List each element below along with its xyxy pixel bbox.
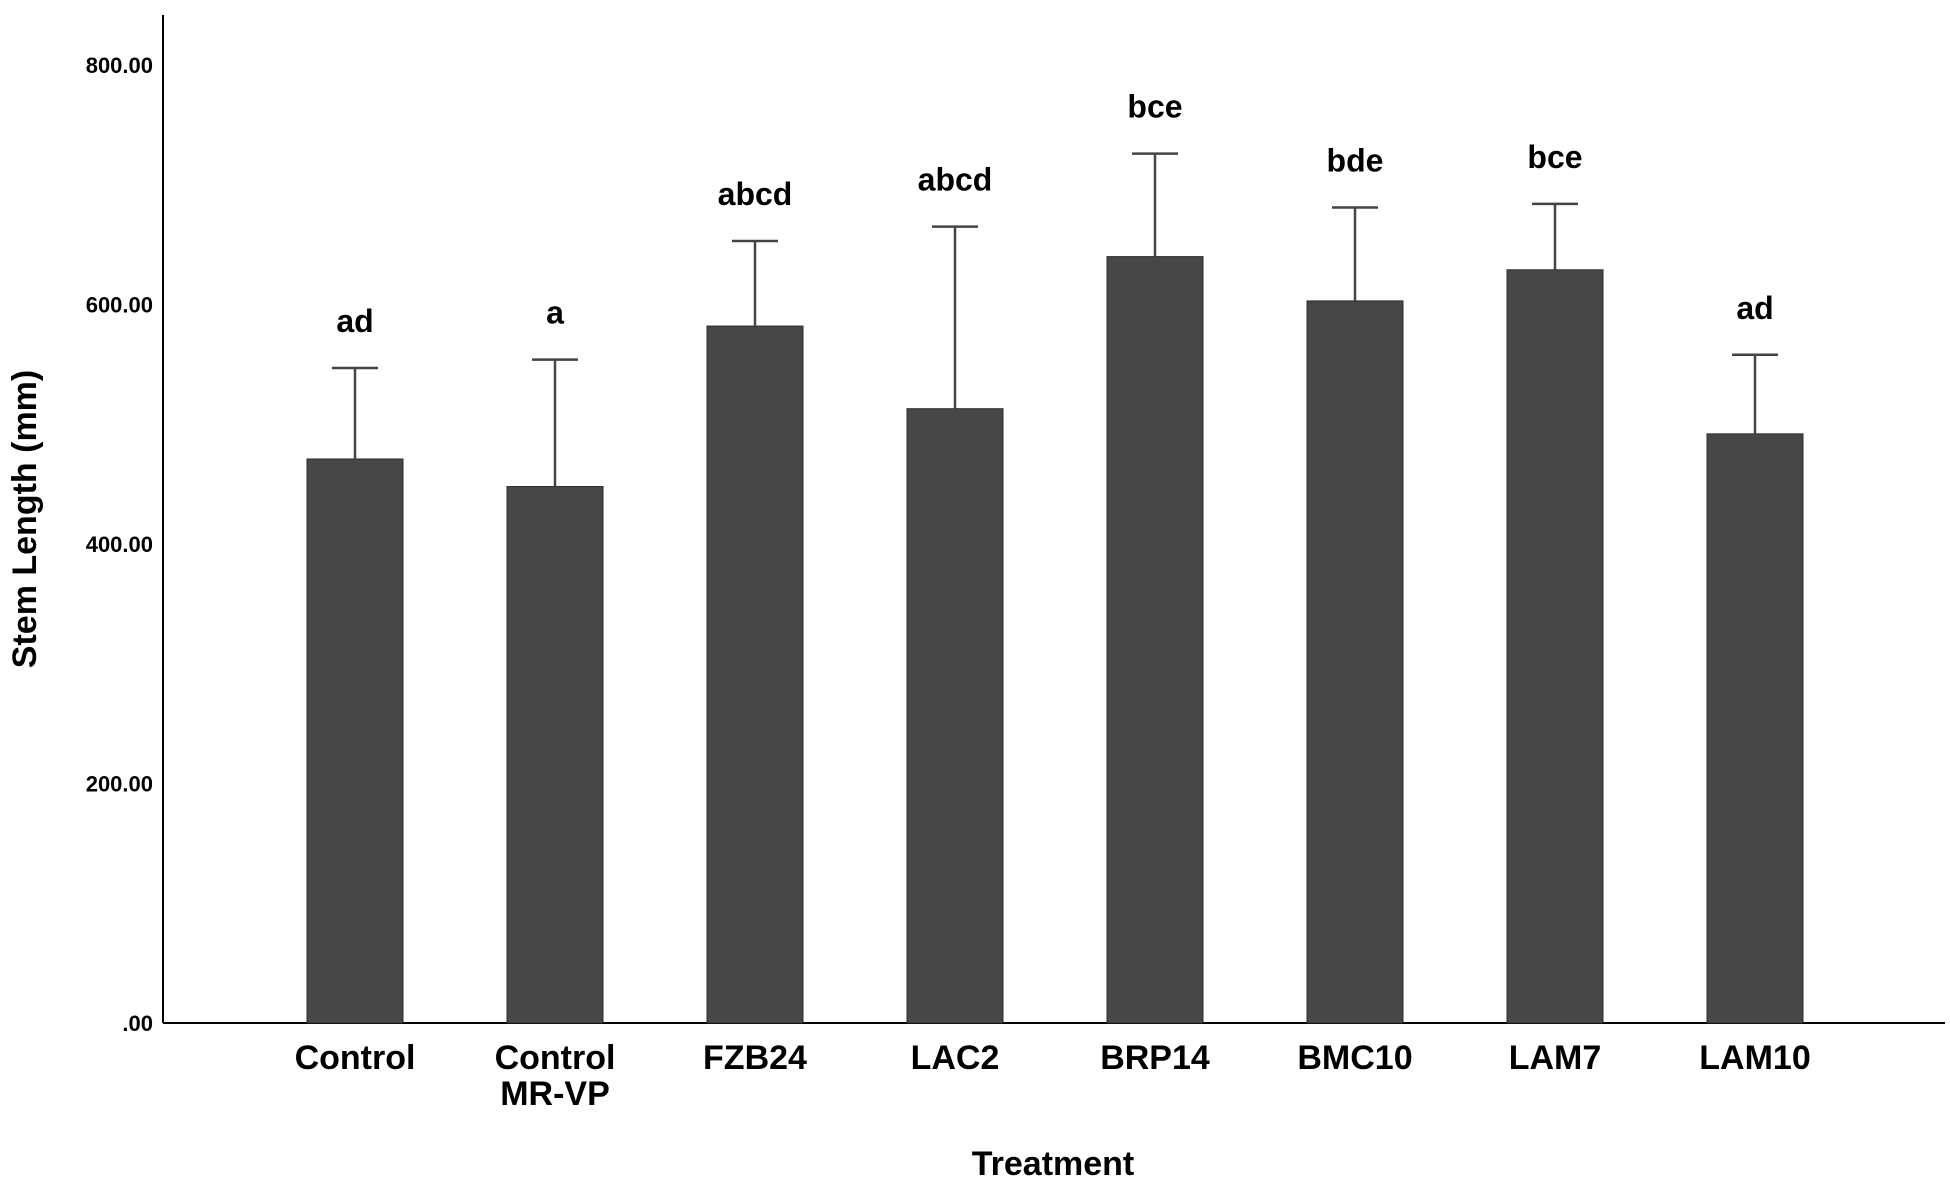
bar bbox=[1706, 433, 1804, 1024]
bar bbox=[906, 408, 1004, 1024]
bar bbox=[306, 458, 404, 1024]
significance-label: abcd bbox=[918, 162, 993, 198]
bar bbox=[1506, 269, 1604, 1024]
error-bars bbox=[332, 152, 1778, 487]
y-tick-label: .00 bbox=[122, 1011, 153, 1036]
x-tick-label: LAC2 bbox=[911, 1039, 1000, 1077]
y-tick-label: 800.00 bbox=[86, 53, 153, 78]
x-tick-label: BMC10 bbox=[1297, 1039, 1412, 1077]
significance-label: ad bbox=[1736, 290, 1773, 326]
significance-label: a bbox=[546, 295, 564, 331]
y-tick-label: 400.00 bbox=[86, 532, 153, 557]
x-tick-label: BRP14 bbox=[1100, 1039, 1210, 1077]
chart-axes bbox=[162, 15, 1945, 1024]
x-tick-label: LAM10 bbox=[1699, 1039, 1810, 1077]
y-tick-label: 200.00 bbox=[86, 772, 153, 797]
x-tick-label: Control MR-VP bbox=[495, 1039, 616, 1113]
x-tick-label: LAM7 bbox=[1509, 1039, 1602, 1077]
y-axis-title: Stem Length (mm) bbox=[6, 370, 44, 668]
x-tick-label: FZB24 bbox=[703, 1039, 807, 1077]
x-axis-title: Treatment bbox=[972, 1145, 1135, 1183]
x-tick-label: Control bbox=[295, 1039, 416, 1077]
y-tick-label: 600.00 bbox=[86, 293, 153, 318]
y-tick-labels: .00 200.00 400.00 600.00 800.00 bbox=[86, 53, 153, 1036]
bar bbox=[506, 486, 604, 1024]
significance-label: ad bbox=[336, 303, 373, 339]
bar bbox=[1306, 300, 1404, 1024]
bar bbox=[1106, 256, 1204, 1024]
significance-label: bde bbox=[1327, 143, 1384, 179]
significance-label: bce bbox=[1527, 139, 1582, 175]
significance-label: abcd bbox=[718, 176, 793, 212]
significance-labels: ad a abcd abcd bce bde bce ad bbox=[336, 89, 1773, 339]
category-labels: Control Control MR-VP FZB24 LAC2 BRP14 BMC10 LA… bbox=[295, 1039, 1811, 1113]
significance-label: bce bbox=[1127, 89, 1182, 125]
bar bbox=[706, 325, 804, 1024]
bars bbox=[306, 256, 1804, 1024]
